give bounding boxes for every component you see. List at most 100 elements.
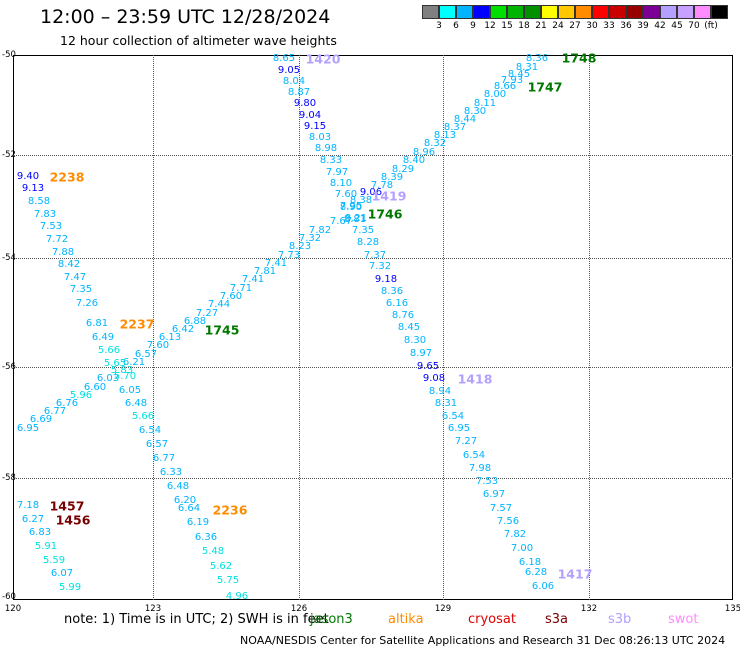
wave-height-value: 8.98 bbox=[314, 143, 338, 154]
wave-height-value: 8.66 bbox=[493, 81, 517, 92]
wave-height-value: 5.75 bbox=[216, 575, 240, 586]
y-axis-label: -58 bbox=[2, 473, 16, 483]
wave-height-value: 7.18 bbox=[16, 500, 40, 511]
wave-height-value: 6.95 bbox=[447, 423, 471, 434]
legend-label: 27 bbox=[569, 21, 581, 31]
wave-height-value: 6.54 bbox=[138, 425, 162, 436]
wave-height-value: 6.57 bbox=[134, 349, 158, 360]
grid-line-horizontal bbox=[13, 258, 733, 259]
satellite-cryosat: cryosat bbox=[468, 612, 516, 627]
wave-height-value: 9.65 bbox=[416, 361, 440, 372]
wave-height-value: 9.15 bbox=[303, 121, 327, 132]
wave-height-value: 9.08 bbox=[422, 373, 446, 384]
wave-height-value: 9.13 bbox=[21, 183, 45, 194]
wave-height-value: 7.32 bbox=[368, 261, 392, 272]
wave-height-value: 5.62 bbox=[209, 561, 233, 572]
legend-label: 18 bbox=[518, 21, 530, 31]
wave-height-value: 7.82 bbox=[308, 225, 332, 236]
wave-height-value: 8.45 bbox=[507, 69, 531, 80]
wave-height-value: 5.66 bbox=[97, 345, 121, 356]
wave-height-value: 7.88 bbox=[51, 247, 75, 258]
legend-swatch bbox=[541, 5, 558, 19]
wave-height-value: 8.21 bbox=[344, 213, 368, 224]
x-axis-label: 129 bbox=[434, 604, 452, 614]
wave-height-value: 8.04 bbox=[282, 76, 306, 87]
pass-time-label: 1418 bbox=[457, 371, 493, 387]
wave-height-value: 6.20 bbox=[173, 495, 197, 506]
wave-height-value: 5.59 bbox=[42, 555, 66, 566]
legend-swatch bbox=[456, 5, 473, 19]
legend-swatch bbox=[473, 5, 490, 19]
wave-height-value: 7.47 bbox=[63, 272, 87, 283]
pass-time-label: 1457 bbox=[49, 498, 85, 514]
wave-height-value: 7.44 bbox=[207, 299, 231, 310]
pass-time-label: 1748 bbox=[561, 50, 597, 66]
wave-height-value: 6.81 bbox=[85, 318, 109, 329]
wave-height-value: 6.13 bbox=[158, 332, 182, 343]
wave-height-value: 8.81 bbox=[343, 214, 367, 225]
wave-height-value: 6.27 bbox=[21, 514, 45, 525]
wave-height-value: 6.95 bbox=[16, 423, 40, 434]
wave-height-value: 6.16 bbox=[385, 298, 409, 309]
x-axis-label: 135 bbox=[724, 604, 740, 614]
wave-height-value: 7.00 bbox=[510, 543, 534, 554]
legend-label: 9 bbox=[470, 21, 476, 31]
legend-swatch bbox=[694, 5, 711, 19]
wave-height-value: 7.73 bbox=[277, 250, 301, 261]
wave-height-value: 5.99 bbox=[58, 582, 82, 593]
legend-swatch bbox=[422, 5, 439, 19]
y-axis-label: -54 bbox=[2, 253, 16, 263]
wave-height-value: 8.40 bbox=[402, 155, 426, 166]
x-axis-label: 120 bbox=[4, 604, 22, 614]
wave-height-value: 7.81 bbox=[253, 266, 277, 277]
wave-height-value: 5.65 bbox=[103, 358, 127, 369]
wave-height-value: 8.28 bbox=[356, 237, 380, 248]
wave-height-value: 7.67 bbox=[329, 216, 353, 227]
legend-label: 70 bbox=[688, 21, 700, 31]
wave-height-value: 8.36 bbox=[525, 53, 549, 64]
legend-swatch bbox=[439, 5, 456, 19]
wave-height-value: 6.06 bbox=[531, 581, 555, 592]
wave-height-value: 4.96 bbox=[225, 591, 249, 602]
wave-height-value: 8.10 bbox=[329, 178, 353, 189]
wave-height-value: 6.19 bbox=[186, 517, 210, 528]
wave-height-value: 6.60 bbox=[83, 382, 107, 393]
legend-swatch bbox=[711, 5, 728, 19]
wave-height-value: 8.90 bbox=[339, 202, 363, 213]
wave-height-value: 7.35 bbox=[351, 225, 375, 236]
wave-height-value: 7.41 bbox=[241, 274, 265, 285]
satellite-s3a: s3a bbox=[545, 612, 569, 627]
legend-label: 39 bbox=[637, 21, 649, 31]
wave-height-value: 8.30 bbox=[463, 106, 487, 117]
wave-height-value: 8.37 bbox=[443, 122, 467, 133]
satellite-swot: swot bbox=[668, 612, 699, 627]
wave-height-value: 7.60 bbox=[334, 189, 358, 200]
wave-height-value: 6.33 bbox=[159, 467, 183, 478]
wave-height-value: 8.96 bbox=[412, 147, 436, 158]
pass-time-label: 2238 bbox=[49, 169, 85, 185]
wave-height-value: 6.48 bbox=[124, 398, 148, 409]
footer-note: note: 1) Time is in UTC; 2) SWH is in fe… bbox=[64, 612, 329, 627]
pass-time-label: 1419 bbox=[371, 188, 407, 204]
wave-height-value: 8.03 bbox=[308, 132, 332, 143]
credit-line: NOAA/NESDIS Center for Satellite Applica… bbox=[240, 634, 726, 647]
legend-label: 6 bbox=[453, 21, 459, 31]
wave-height-value: 6.28 bbox=[524, 567, 548, 578]
wave-height-value: 6.69 bbox=[29, 414, 53, 425]
wave-height-value: 6.36 bbox=[194, 532, 218, 543]
pass-time-label: 1417 bbox=[557, 566, 593, 582]
wave-height-value: 7.60 bbox=[219, 291, 243, 302]
x-axis-label: 126 bbox=[290, 604, 308, 614]
wave-height-value: 8.76 bbox=[391, 310, 415, 321]
wave-height-value: 7.27 bbox=[195, 308, 219, 319]
page-subtitle: 12 hour collection of altimeter wave hei… bbox=[60, 33, 337, 48]
wave-height-value: 8.87 bbox=[287, 87, 311, 98]
wave-height-value: 8.13 bbox=[433, 130, 457, 141]
wave-height-value: 7.56 bbox=[496, 516, 520, 527]
legend-label: 21 bbox=[535, 21, 547, 31]
wave-height-value: 5.66 bbox=[131, 411, 155, 422]
wave-height-value: 6.03 bbox=[96, 373, 120, 384]
wave-height-value: 7.32 bbox=[298, 233, 322, 244]
legend-swatch bbox=[507, 5, 524, 19]
wave-height-value: 6.97 bbox=[482, 489, 506, 500]
